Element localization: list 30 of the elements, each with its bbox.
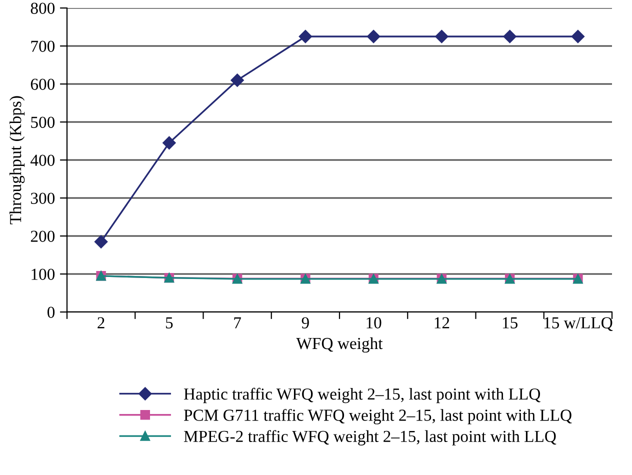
y-tick-label: 800	[30, 2, 55, 14]
legend-label: MPEG-2 traffic WFQ weight 2–15, last point with LLQ	[184, 430, 556, 446]
x-tick-label: 2	[98, 317, 104, 328]
y-tick-label: 500	[31, 116, 55, 128]
x-tick-label: 15	[502, 317, 518, 328]
y-tick-label: 100	[32, 268, 55, 280]
y-tick-label: 0	[47, 306, 55, 318]
x-tick-label: 12	[434, 317, 450, 328]
point	[435, 30, 448, 44]
point	[503, 30, 516, 44]
legend-label: PCM G711 traffic WFQ weight 2–15, last point with LLQ	[184, 408, 572, 424]
point	[298, 30, 312, 44]
y-tick-label: 200	[30, 230, 55, 242]
y-tick-label: 600	[30, 78, 55, 90]
point	[571, 30, 585, 44]
x-tick-label: 7	[234, 317, 241, 328]
x-tick-label: 10	[366, 317, 382, 328]
x-tick-label: 5	[166, 317, 173, 328]
y-axis-title: Throughput (Kbps)	[9, 96, 25, 224]
y-tick-label: 400	[30, 154, 55, 166]
point	[162, 136, 176, 150]
x-axis-title: WFQ weight	[296, 337, 383, 353]
y-tick-label: 700	[31, 40, 55, 52]
x-tick-label: 9	[302, 317, 309, 328]
y-tick-label: 300	[30, 192, 55, 204]
point	[230, 74, 244, 87]
legend-label: Haptic traffic WFQ weight 2–15, last point with LLQ	[184, 388, 540, 404]
point	[366, 30, 380, 44]
point	[94, 235, 108, 248]
x-tick-label: 15 w/LLQ	[544, 317, 613, 331]
